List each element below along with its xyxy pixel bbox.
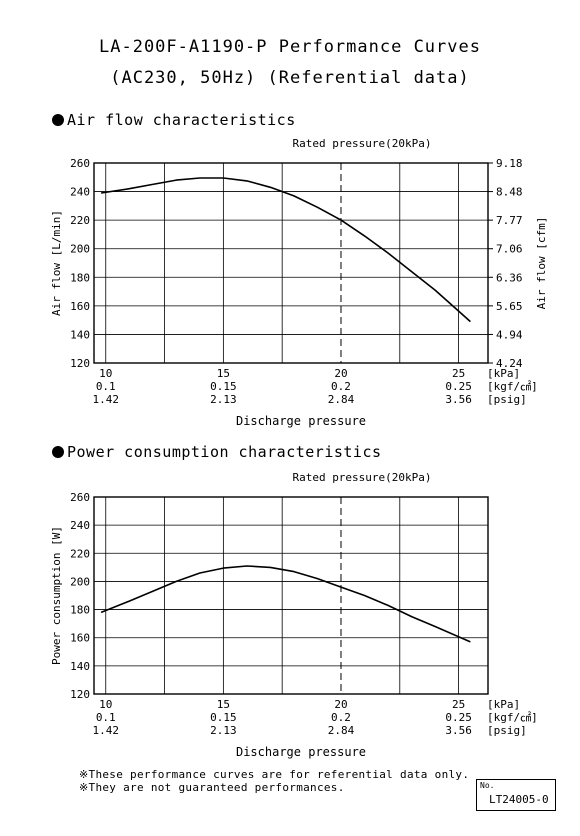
airflow-y-tick-label: 240: [70, 186, 90, 199]
airflow-rated-pressure-annotation: Rated pressure(20kPa): [292, 137, 431, 150]
power-x-tick-label-kpa: 15: [217, 698, 230, 711]
airflow-x-unit-kgf: [kgf/㎠]: [487, 380, 538, 393]
document-number: LT24005-0: [489, 793, 549, 806]
airflow-y2-tick-label: 4.24: [496, 357, 523, 370]
power-y-tick-label: 160: [70, 632, 90, 645]
power-y-tick-label: 140: [70, 660, 90, 673]
power-y-tick-label: 120: [70, 688, 90, 701]
power-y-tick-label: 240: [70, 519, 90, 532]
footnote-1: ※These performance curves are for refere…: [79, 768, 470, 781]
airflow-y2-tick-label: 5.65: [496, 300, 523, 313]
airflow-y-tick-label: 140: [70, 328, 90, 341]
airflow-x-tick-label-psig: 2.13: [210, 393, 237, 406]
power-x-tick-label-kgf: 0.15: [210, 711, 237, 724]
airflow-x-tick-label-kpa: 10: [99, 367, 112, 380]
power-y-axis-label: Power consumption [W]: [50, 526, 63, 665]
airflow-x-tick-label-kpa: 15: [217, 367, 230, 380]
power-plot-frame: [93, 496, 489, 695]
power-x-unit-kgf: [kgf/㎠]: [487, 711, 538, 724]
power-x-unit-psig: [psig]: [487, 724, 527, 737]
chart-title: LA-200F-A1190-P Performance Curves: [99, 37, 481, 57]
airflow-y-tick-label: 220: [70, 214, 90, 227]
chart-subtitle: (AC230, 50Hz) (Referential data): [110, 68, 470, 88]
airflow-section-heading: Air flow characteristics: [52, 111, 296, 129]
power-section-title: Power consumption characteristics: [67, 443, 382, 461]
footnotes: ※These performance curves are for refere…: [79, 768, 469, 794]
airflow-y2-tick-label: 4.94: [496, 328, 523, 341]
airflow-y-tick-label: 260: [70, 157, 90, 170]
airflow-plot-frame: [93, 162, 489, 364]
airflow-y-tick-label: 180: [70, 271, 90, 284]
airflow-y2-tick-label: 8.48: [496, 186, 523, 199]
airflow-y-tick-label: 200: [70, 243, 90, 256]
power-x-tick-label-psig: 3.56: [445, 724, 472, 737]
document-number-box: No. LT24005-0: [476, 779, 556, 811]
airflow-y2-tick-label: 7.77: [496, 214, 523, 227]
power-x-tick-label-kgf: 0.25: [445, 711, 472, 724]
power-x-tick-label-kgf: 0.2: [331, 711, 351, 724]
power-rated-pressure-annotation: Rated pressure(20kPa): [292, 471, 431, 484]
power-y-tick-label: 180: [70, 604, 90, 617]
power-x-tick-label-psig: 1.42: [93, 724, 120, 737]
airflow-x-tick-label-psig: 3.56: [445, 393, 472, 406]
power-series-line: [100, 565, 471, 643]
power-y-tick-label: 200: [70, 575, 90, 588]
airflow-series-line: [100, 177, 471, 323]
airflow-y-tick-label: 120: [70, 357, 90, 370]
power-x-unit-kpa: [kPa]: [487, 698, 520, 711]
airflow-x-tick-label-kpa: 25: [452, 367, 465, 380]
power-x-tick-label-psig: 2.84: [328, 724, 355, 737]
power-x-tick-label-kpa: 10: [99, 698, 112, 711]
bullet-dot-icon: [52, 446, 64, 458]
power-y-tick-label: 220: [70, 547, 90, 560]
airflow-section-title: Air flow characteristics: [67, 111, 296, 129]
airflow-x-unit-psig: [psig]: [487, 393, 527, 406]
airflow-y-axis-label: Air flow [L/min]: [50, 210, 63, 316]
document-number-label: No.: [480, 781, 495, 790]
power-x-tick-label-kpa: 20: [334, 698, 347, 711]
airflow-x-axis-label: Discharge pressure: [236, 414, 366, 428]
airflow-y2-tick-label: 7.06: [496, 243, 523, 256]
airflow-y-tick-label: 160: [70, 300, 90, 313]
power-x-axis-label: Discharge pressure: [236, 745, 366, 759]
airflow-x-tick-label-kgf: 0.25: [445, 380, 472, 393]
airflow-x-tick-label-kpa: 20: [334, 367, 347, 380]
footnote-2: ※They are not guaranteed performances.: [79, 781, 345, 794]
airflow-x-unit-kpa: [kPa]: [487, 367, 520, 380]
airflow-x-tick-label-kgf: 0.2: [331, 380, 351, 393]
airflow-x-tick-label-psig: 2.84: [328, 393, 355, 406]
bullet-dot-icon: [52, 114, 64, 126]
airflow-y2-tick-label: 9.18: [496, 157, 523, 170]
power-y-tick-label: 260: [70, 491, 90, 504]
power-x-tick-label-psig: 2.13: [210, 724, 237, 737]
power-x-tick-label-kgf: 0.1: [96, 711, 116, 724]
airflow-y2-axis-label: Air flow [cfm]: [535, 217, 548, 310]
airflow-x-tick-label-kgf: 0.15: [210, 380, 237, 393]
airflow-x-tick-label-kgf: 0.1: [96, 380, 116, 393]
airflow-y2-tick-label: 6.36: [496, 271, 523, 284]
power-x-tick-label-kpa: 25: [452, 698, 465, 711]
airflow-x-tick-label-psig: 1.42: [93, 393, 120, 406]
power-section-heading: Power consumption characteristics: [52, 443, 382, 461]
